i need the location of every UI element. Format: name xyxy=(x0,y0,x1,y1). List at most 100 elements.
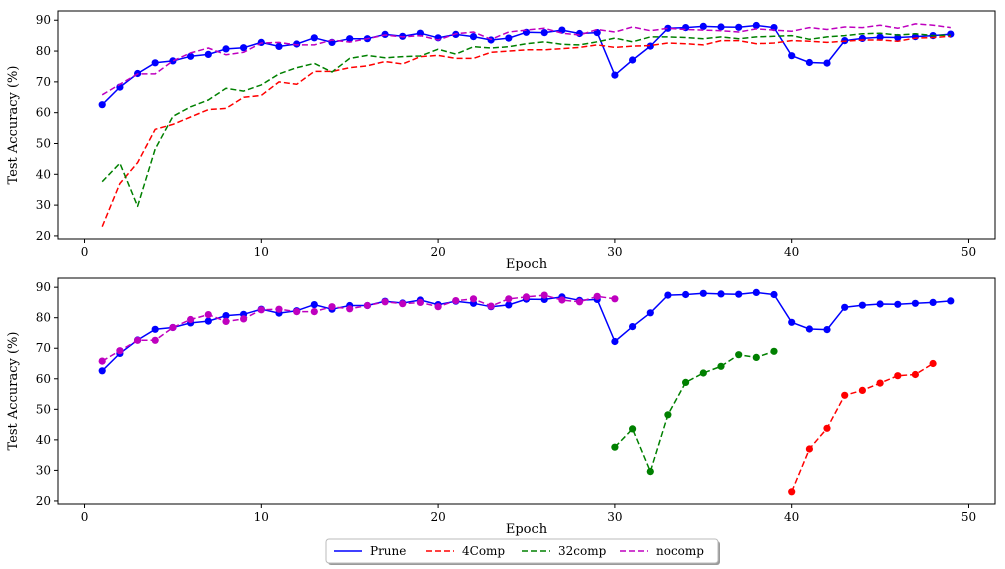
data-point-nocomp xyxy=(98,357,106,365)
legend: Prune 4Comp 32comp nocomp xyxy=(325,538,720,565)
data-point-prune xyxy=(222,312,230,320)
data-point-prune xyxy=(735,23,743,31)
x-tick-label: 20 xyxy=(430,245,445,259)
legend-label-4comp: 4Comp xyxy=(462,544,505,558)
data-point-nocomp xyxy=(558,296,566,304)
data-point-prune xyxy=(788,318,796,326)
data-point-prune xyxy=(770,290,778,299)
data-point-4comp xyxy=(841,391,849,399)
data-point-prune xyxy=(611,337,619,346)
data-point-prune xyxy=(682,290,690,299)
data-point-prune xyxy=(505,34,513,42)
data-point-32comp xyxy=(682,378,690,386)
data-point-4comp xyxy=(805,445,814,453)
chart-bottom: 0 10 20 30 40 50 20 30 40 50 60 70 80 90 Epoch Test Acc… xyxy=(6,277,996,537)
data-point-prune xyxy=(204,50,212,59)
y-tick-label: 40 xyxy=(36,433,51,447)
data-point-4comp xyxy=(788,488,796,496)
data-point-prune xyxy=(98,101,106,109)
data-point-prune xyxy=(929,298,937,306)
y-tick-label: 30 xyxy=(36,463,51,477)
data-point-4comp xyxy=(929,359,937,368)
data-point-nocomp xyxy=(169,323,177,332)
x-tick-label: 30 xyxy=(607,245,622,259)
plot-frame xyxy=(57,277,996,505)
x-tick-label: 40 xyxy=(784,245,799,259)
data-point-nocomp xyxy=(611,295,619,303)
y-tick-label: 20 xyxy=(36,229,51,243)
data-point-prune xyxy=(841,303,849,311)
data-point-prune xyxy=(646,309,654,317)
data-point-32comp xyxy=(770,347,778,355)
y-tick-label: 90 xyxy=(36,13,51,27)
y-tick-label: 90 xyxy=(36,280,51,294)
series-line-nocomp xyxy=(101,23,951,96)
y-tick-label: 40 xyxy=(36,167,51,181)
data-point-nocomp xyxy=(487,302,495,310)
data-point-prune xyxy=(717,290,725,298)
data-point-prune xyxy=(505,301,513,309)
x-tick-label: 40 xyxy=(784,510,799,524)
data-point-nocomp xyxy=(151,336,159,344)
y-tick-label: 80 xyxy=(36,44,51,58)
data-point-4comp xyxy=(894,372,902,380)
series-line-32comp xyxy=(614,350,775,473)
data-point-4comp xyxy=(876,379,884,387)
data-point-nocomp xyxy=(293,308,301,316)
data-point-nocomp xyxy=(399,300,407,308)
data-point-nocomp xyxy=(257,306,265,314)
data-point-nocomp xyxy=(204,311,212,319)
data-point-prune xyxy=(699,289,707,297)
data-point-prune xyxy=(646,42,654,50)
series-line-4comp xyxy=(101,35,951,227)
data-point-nocomp xyxy=(381,298,389,306)
data-point-nocomp xyxy=(452,297,460,305)
data-point-nocomp xyxy=(522,293,531,301)
y-tick-label: 50 xyxy=(36,402,51,416)
data-point-prune xyxy=(805,58,814,67)
data-point-prune xyxy=(858,301,867,309)
data-point-prune xyxy=(664,291,672,299)
data-point-prune xyxy=(151,59,159,67)
data-point-nocomp xyxy=(575,298,584,306)
data-point-4comp xyxy=(823,424,831,432)
x-tick-label: 50 xyxy=(961,510,976,524)
data-point-32comp xyxy=(699,369,707,377)
data-point-prune xyxy=(629,56,637,64)
x-tick-label: 10 xyxy=(254,245,269,259)
data-point-prune xyxy=(629,323,637,331)
y-tick-label: 20 xyxy=(36,494,51,508)
data-point-prune xyxy=(611,71,619,79)
x-tick-label: 30 xyxy=(607,510,622,524)
series-line-prune xyxy=(101,291,951,372)
x-tick-label: 0 xyxy=(81,245,89,259)
data-point-32comp xyxy=(717,362,725,370)
y-tick-label: 30 xyxy=(36,198,51,212)
legend-label-32comp: 32comp xyxy=(558,544,607,558)
data-point-prune xyxy=(346,35,354,43)
data-point-prune xyxy=(169,57,177,65)
data-point-nocomp xyxy=(240,315,248,323)
chart-top: 0 10 20 30 40 50 20 30 40 50 60 70 80 90 Epoch Test Acc… xyxy=(6,10,996,272)
data-point-prune xyxy=(275,42,283,51)
data-point-prune xyxy=(699,22,707,30)
y-tick-label: 70 xyxy=(36,341,51,355)
data-point-32comp xyxy=(735,351,743,359)
data-point-nocomp xyxy=(416,298,424,306)
data-point-32comp xyxy=(752,353,760,361)
data-point-nocomp xyxy=(469,295,478,303)
data-point-prune xyxy=(310,301,318,309)
data-point-prune xyxy=(823,326,831,334)
data-point-nocomp xyxy=(363,301,371,310)
data-point-prune xyxy=(788,52,796,60)
y-tick-label: 60 xyxy=(36,106,51,120)
y-axis-title: Test Accuracy (%) xyxy=(6,66,21,185)
data-point-prune xyxy=(752,288,760,296)
data-point-prune xyxy=(98,367,106,375)
data-point-prune xyxy=(894,33,902,42)
series-line-nocomp xyxy=(101,294,616,362)
x-axis-title: Epoch xyxy=(506,522,548,537)
x-axis-title: Epoch xyxy=(506,257,548,272)
data-point-prune xyxy=(876,33,884,41)
